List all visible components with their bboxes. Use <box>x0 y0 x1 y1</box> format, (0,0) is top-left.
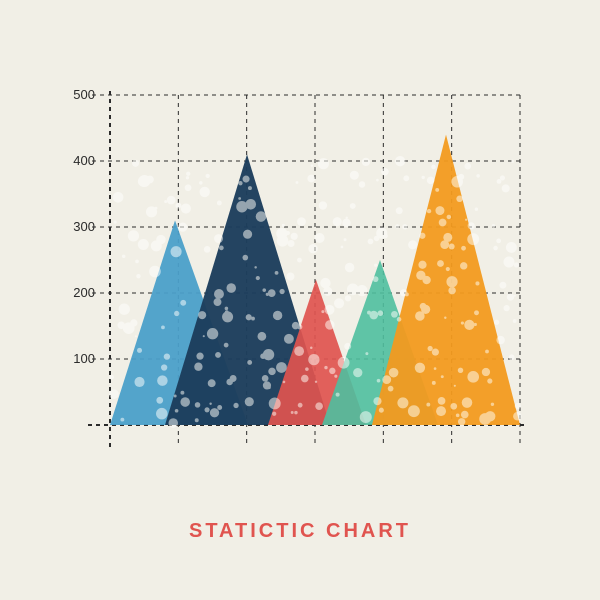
y-tick-label: 200 <box>55 285 95 300</box>
y-tick-label: 300 <box>55 219 95 234</box>
y-tick-label: 100 <box>55 351 95 366</box>
series-5 <box>372 135 520 425</box>
chart-title: STATICTIC CHART <box>0 520 600 543</box>
y-tick-label: 500 <box>55 87 95 102</box>
y-tick-label: 400 <box>55 153 95 168</box>
statistic-chart: STATICTIC CHART 100 200 300 400 500 <box>0 0 600 600</box>
